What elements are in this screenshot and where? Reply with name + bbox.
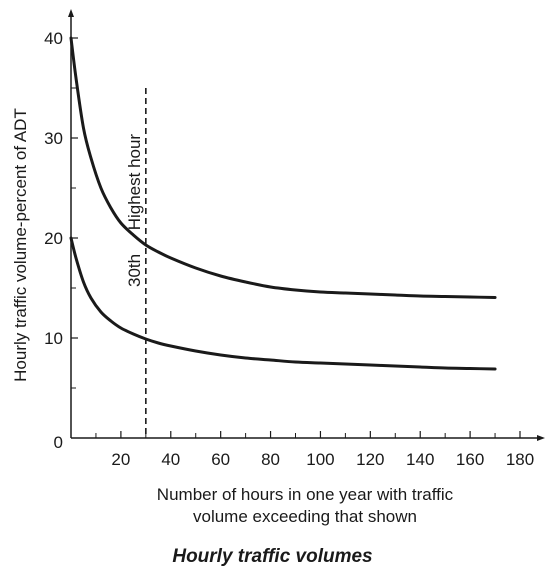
x-tick-label: 120	[356, 450, 384, 469]
x-tick-label: 160	[456, 450, 484, 469]
series-lines	[69, 36, 497, 371]
x-axis-label-line: Number of hours in one year with traffic	[157, 485, 454, 504]
x-tick-label: 60	[211, 450, 230, 469]
x-tick-label: 100	[306, 450, 334, 469]
y-axis-arrow	[68, 9, 74, 17]
x-axis-label-line: volume exceeding that shown	[193, 507, 417, 526]
y-axis-label: Hourly traffic volume-percent of ADT	[11, 108, 30, 382]
reference-line-label: 30th Highest hour	[125, 134, 144, 287]
axes	[68, 9, 545, 441]
x-tick-label: 80	[261, 450, 280, 469]
chart-title: Hourly traffic volumes	[172, 546, 373, 567]
y-tick-label: 30	[44, 129, 63, 148]
ticks: 20 40 60 80 100 120 140 160 180 0 10 20 30 40	[44, 29, 534, 469]
x-tick-label: 180	[506, 450, 534, 469]
y-tick-label: 0	[54, 433, 63, 452]
x-tick-label: 140	[406, 450, 434, 469]
axis-labels: Hourly traffic volume-percent of ADT Numb…	[11, 108, 454, 526]
series-line-upper	[69, 36, 497, 299]
y-tick-label: 40	[44, 29, 63, 48]
x-tick-label: 20	[111, 450, 130, 469]
x-tick-label: 40	[161, 450, 180, 469]
series-line-lower	[69, 236, 497, 371]
y-tick-label: 10	[44, 329, 63, 348]
x-axis-arrow	[537, 435, 545, 441]
y-tick-label: 20	[44, 229, 63, 248]
reference-line-group: 30th Highest hour	[125, 88, 147, 438]
